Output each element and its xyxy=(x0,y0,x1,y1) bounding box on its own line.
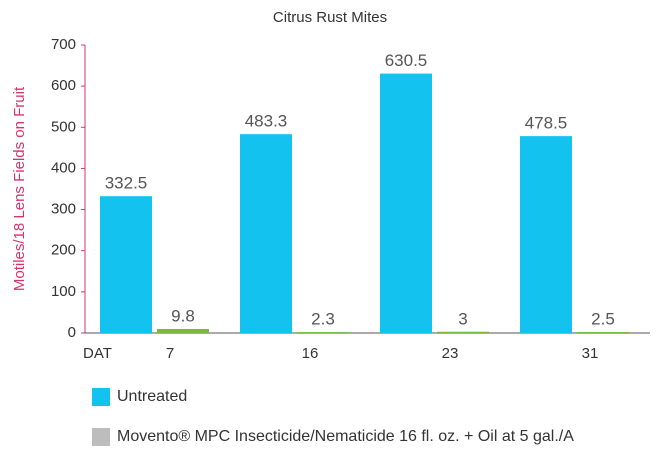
y-tick-label: 600 xyxy=(51,77,76,94)
bar xyxy=(100,196,152,333)
value-label: 2.3 xyxy=(311,310,335,329)
legend-label: Movento® MPC Insecticide/Nematicide 16 f… xyxy=(117,428,574,445)
x-tick-label: 23 xyxy=(442,345,459,362)
y-tick-label: 500 xyxy=(51,118,76,135)
bar xyxy=(157,328,209,333)
value-label: 9.8 xyxy=(171,306,195,325)
legend-swatch xyxy=(92,428,110,446)
y-tick-label: 400 xyxy=(51,159,76,176)
bar xyxy=(380,73,432,333)
chart-title: Citrus Rust Mites xyxy=(273,9,387,26)
bar xyxy=(577,331,629,333)
y-axis-label: Motiles/18 Lens Fields on Fruit xyxy=(11,86,28,291)
value-label: 630.5 xyxy=(385,51,428,70)
x-tick-label: 7 xyxy=(166,345,174,362)
y-tick-label: 200 xyxy=(51,242,76,259)
bar xyxy=(437,331,489,333)
y-tick-label: 300 xyxy=(51,201,76,218)
legend-swatch xyxy=(92,388,110,406)
y-tick-label: 100 xyxy=(51,283,76,300)
x-tick-label: 31 xyxy=(582,345,599,362)
value-label: 478.5 xyxy=(525,114,568,133)
value-label: 332.5 xyxy=(105,174,148,193)
y-tick-label: 700 xyxy=(51,36,76,53)
bar xyxy=(520,136,572,333)
bar xyxy=(297,332,349,333)
bar xyxy=(240,134,292,333)
value-label: 3 xyxy=(458,309,467,328)
x-tick-label: 16 xyxy=(302,345,319,362)
value-label: 483.3 xyxy=(245,112,288,131)
y-tick-label: 0 xyxy=(68,324,76,341)
value-label: 2.5 xyxy=(591,309,615,328)
x-annotation: DAT xyxy=(83,345,112,362)
legend-label: Untreated xyxy=(117,388,187,405)
